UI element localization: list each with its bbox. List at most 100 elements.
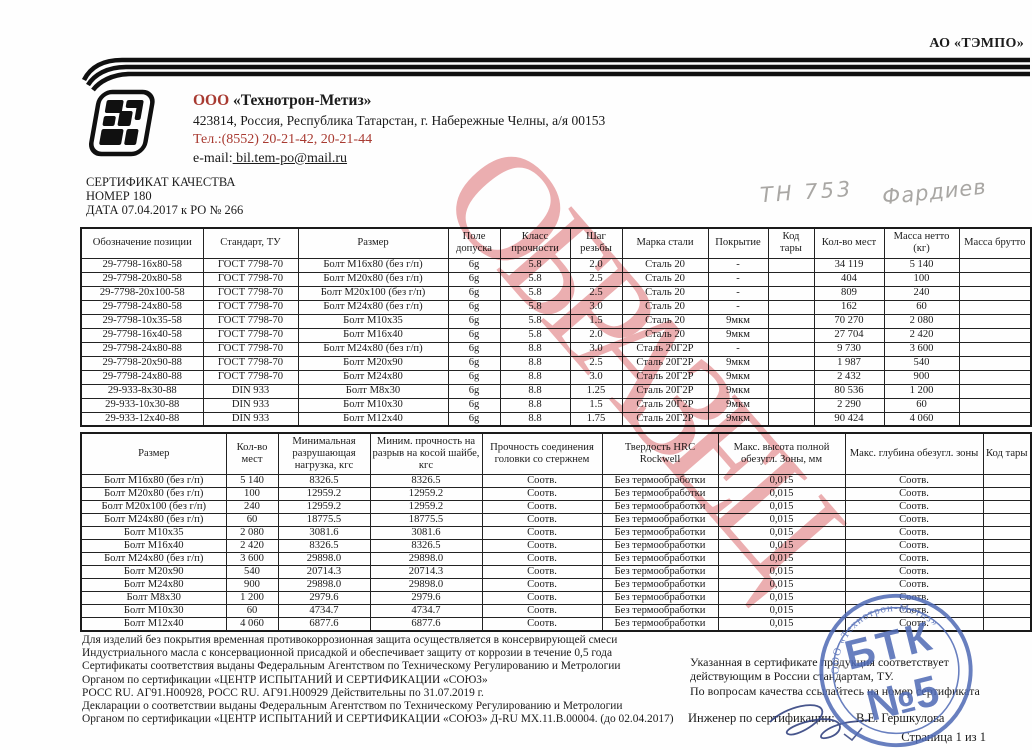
- table-cell: Без термообработки: [601, 577, 719, 592]
- table-cell: 0,015: [717, 525, 846, 540]
- table-cell: 4 060: [883, 411, 960, 427]
- table-cell: 8.8: [499, 397, 571, 413]
- table-cell: 1.25: [569, 383, 623, 399]
- table-cell: Соотв.: [481, 538, 603, 553]
- table-cell: 540: [883, 355, 960, 371]
- column-header: Марка стали: [621, 227, 709, 259]
- table-cell: 5 140: [225, 473, 279, 488]
- table-row: 29-933-10x30-88 DIN 933 Болт М10х30 6g 8.8 1.…: [80, 397, 1032, 413]
- table-cell: Без термообработки: [601, 590, 719, 605]
- table-cell: 5.8: [499, 285, 571, 301]
- table-cell: 29898.0: [277, 551, 371, 566]
- table-cell: 3081.6: [277, 525, 371, 540]
- engineer-name: В.Е. Гершкулова: [856, 711, 945, 725]
- table-cell: 8326.5: [369, 473, 483, 488]
- table-row: 29-7798-16x80-58 ГОСТ 7798-70 Болт М16х80 …: [80, 257, 1032, 273]
- table-cell: Соотв.: [844, 538, 984, 553]
- table-cell: 29-933-8x30-88: [80, 383, 204, 399]
- parent-org-name: АО «ТЭМПО»: [929, 36, 1024, 51]
- column-header: Класс прочности: [499, 227, 571, 259]
- table-cell: 4734.7: [277, 603, 371, 619]
- table-cell: Соотв.: [481, 499, 603, 514]
- table-cell: 12959.2: [369, 499, 483, 514]
- table-cell: ГОСТ 7798-70: [202, 257, 299, 273]
- column-header: Шаг резьбы: [569, 227, 623, 259]
- table-cell: 6g: [447, 411, 501, 427]
- table-cell: 6g: [447, 355, 501, 371]
- company-name-prefix: ООО: [193, 92, 230, 109]
- table-cell: [982, 551, 1032, 566]
- table-cell: ГОСТ 7798-70: [202, 313, 299, 329]
- table-cell: Болт М8х30: [80, 590, 227, 605]
- table-row: Болт М24х80 900 29898.0 29898.0 Соотв. Без те…: [80, 577, 1032, 592]
- table-cell: Соотв.: [844, 473, 984, 488]
- column-header: Макс. высота полной обезугл. Зоны, мм: [717, 432, 846, 475]
- table-cell: 6g: [447, 383, 501, 399]
- table-cell: Соотв.: [481, 551, 603, 566]
- table-cell: 0,015: [717, 486, 846, 501]
- table-cell: Соотв.: [481, 525, 603, 540]
- table-cell: 0,015: [717, 499, 846, 514]
- table-cell: 6g: [447, 341, 501, 357]
- note-line: Для изделий без покрытия временная проти…: [82, 634, 618, 646]
- table-cell: 5.8: [499, 327, 571, 343]
- table-row: 29-7798-10x35-58 ГОСТ 7798-70 Болт М10х35 6…: [80, 313, 1032, 329]
- table-cell: 8.8: [499, 383, 571, 399]
- table-row: Болт М20х100 (без г/п) 240 12959.2 12959.2 С…: [80, 499, 1032, 514]
- table-cell: ГОСТ 7798-70: [202, 271, 299, 287]
- table-cell: 0,015: [717, 538, 846, 553]
- table-cell: 8.8: [499, 355, 571, 371]
- email-label: e-mail:: [193, 151, 233, 166]
- table-cell: 4 060: [225, 616, 279, 632]
- table-cell: 100: [225, 486, 279, 501]
- table-cell: [767, 411, 815, 427]
- table-cell: 20714.3: [277, 564, 371, 579]
- table-cell: [767, 369, 815, 385]
- column-header: Размер: [80, 432, 227, 475]
- table-cell: 9мкм: [707, 355, 769, 371]
- table-cell: DIN 933: [202, 383, 299, 399]
- table-cell: Сталь 20: [621, 271, 709, 287]
- table-cell: Сталь 20Г2Р: [621, 369, 709, 385]
- table-cell: Без термообработки: [601, 538, 719, 553]
- table-row: 29-7798-20x100-58 ГОСТ 7798-70 Болт М20х10…: [80, 285, 1032, 301]
- table-cell: -: [707, 257, 769, 273]
- table-cell: 2 432: [813, 369, 885, 385]
- table-cell: 5.8: [499, 257, 571, 273]
- table-cell: [767, 257, 815, 273]
- table-cell: 2 080: [883, 313, 960, 329]
- table-cell: Соотв.: [481, 577, 603, 592]
- company-phone: Тел.:(8552) 20-21-42, 20-21-44: [193, 132, 373, 147]
- table-row: Болт М10х30 60 4734.7 4734.7 Соотв. Без термо…: [80, 603, 1032, 619]
- table-cell: [767, 327, 815, 343]
- table-cell: Соотв.: [844, 603, 984, 619]
- table-cell: 29-7798-24x80-88: [80, 341, 204, 357]
- table-cell: 6g: [447, 327, 501, 343]
- footer-notes-right: Указанная в сертификате продукция соотве…: [690, 655, 1020, 698]
- certificate-date: ДАТА 07.04.2017 к РО № 266: [86, 202, 244, 217]
- table-cell: Без термообработки: [601, 499, 719, 514]
- table-cell: Болт М16х40: [297, 327, 449, 343]
- footer-notes-left: Для изделий без покрытия временная проти…: [82, 634, 707, 726]
- note-line: РОСС RU. АГ91.Н00928, РОСС RU. АГ91.Н009…: [82, 686, 484, 699]
- table-cell: 34 119: [813, 257, 885, 273]
- table-cell: Соотв.: [481, 616, 603, 632]
- table-cell: [958, 383, 1032, 399]
- table-cell: 8.8: [499, 369, 571, 385]
- column-header: Масса брутто: [958, 227, 1032, 259]
- table-row: Болт М16х80 (без г/п) 5 140 8326.5 8326.5 Со…: [80, 473, 1032, 488]
- table-cell: 9мкм: [707, 397, 769, 413]
- table-row: 29-933-8x30-88 DIN 933 Болт М8х30 6g 8.8 1.25…: [80, 383, 1032, 399]
- table-cell: Соотв.: [844, 577, 984, 592]
- table-cell: 9мкм: [707, 411, 769, 427]
- table-row: 29-7798-20x90-88 ГОСТ 7798-70 Болт М20х90 6…: [80, 355, 1032, 371]
- table-cell: Соотв.: [481, 590, 603, 605]
- table-cell: -: [707, 299, 769, 315]
- table-cell: Без термообработки: [601, 616, 719, 632]
- column-header: Кол-во мест: [813, 227, 885, 259]
- table-row: 29-933-12x40-88 DIN 933 Болт М12х40 6g 8.8 1.…: [80, 411, 1032, 427]
- table-row: Болт М10х35 2 080 3081.6 3081.6 Соотв. Без те…: [80, 525, 1032, 540]
- table-cell: 9 730: [813, 341, 885, 357]
- table-cell: 404: [813, 271, 885, 287]
- table-cell: 8326.5: [277, 538, 371, 553]
